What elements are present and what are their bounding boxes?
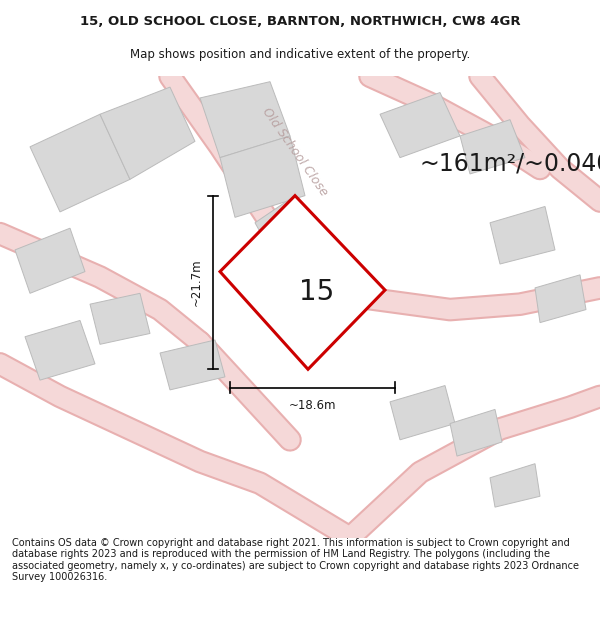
- Polygon shape: [220, 196, 385, 369]
- Polygon shape: [390, 386, 455, 440]
- Polygon shape: [200, 82, 290, 158]
- Polygon shape: [25, 321, 95, 380]
- Text: ~161m²/~0.040ac.: ~161m²/~0.040ac.: [420, 151, 600, 175]
- Text: 15: 15: [299, 279, 335, 306]
- Polygon shape: [380, 92, 460, 158]
- Text: ~18.6m: ~18.6m: [289, 399, 336, 412]
- Text: Old School Close: Old School Close: [260, 106, 331, 199]
- Text: ~21.7m: ~21.7m: [190, 259, 203, 306]
- Polygon shape: [490, 206, 555, 264]
- Polygon shape: [490, 464, 540, 507]
- Polygon shape: [100, 87, 195, 179]
- Text: 15, OLD SCHOOL CLOSE, BARNTON, NORTHWICH, CW8 4GR: 15, OLD SCHOOL CLOSE, BARNTON, NORTHWICH…: [80, 15, 520, 28]
- Text: Contains OS data © Crown copyright and database right 2021. This information is : Contains OS data © Crown copyright and d…: [12, 538, 579, 582]
- Polygon shape: [460, 119, 525, 174]
- Text: Map shows position and indicative extent of the property.: Map shows position and indicative extent…: [130, 48, 470, 61]
- Polygon shape: [535, 275, 586, 322]
- Polygon shape: [15, 228, 85, 293]
- Polygon shape: [220, 136, 305, 218]
- Polygon shape: [450, 409, 502, 456]
- Polygon shape: [160, 340, 225, 390]
- Polygon shape: [30, 114, 130, 212]
- Polygon shape: [255, 196, 330, 286]
- Polygon shape: [90, 293, 150, 344]
